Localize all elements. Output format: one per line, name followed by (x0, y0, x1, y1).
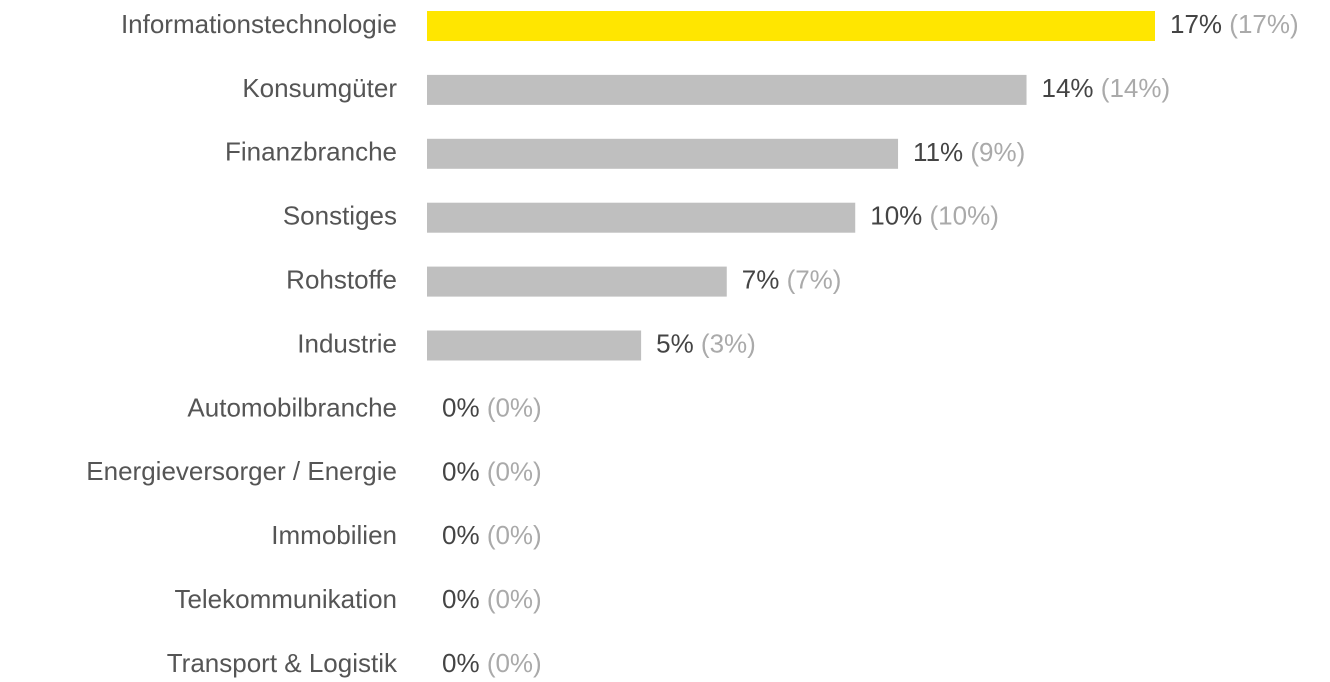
previous-value: (3%) (701, 328, 756, 358)
value-label: 0% (0%) (442, 648, 542, 678)
current-value: 0% (442, 456, 480, 486)
current-value: 10% (870, 201, 922, 231)
bar (427, 266, 727, 297)
current-value: 0% (442, 392, 480, 422)
previous-value: (10%) (930, 201, 999, 231)
category-label: Sonstiges (283, 201, 397, 231)
previous-value: (9%) (970, 137, 1025, 167)
bar (427, 330, 642, 361)
bar (427, 138, 899, 169)
previous-value: (0%) (487, 456, 542, 486)
category-label: Konsumgüter (242, 73, 397, 103)
previous-value: (14%) (1101, 73, 1170, 103)
previous-value: (17%) (1229, 9, 1298, 39)
value-label: 7% (7%) (742, 264, 842, 294)
current-value: 0% (442, 648, 480, 678)
previous-value: (0%) (487, 648, 542, 678)
previous-value: (0%) (487, 520, 542, 550)
value-label: 14% (14%) (1042, 73, 1171, 103)
current-value: 0% (442, 584, 480, 614)
category-label: Transport & Logistik (167, 648, 398, 678)
current-value: 0% (442, 520, 480, 550)
value-label: 10% (10%) (870, 201, 999, 231)
value-label: 11% (9%) (913, 137, 1025, 167)
category-label: Telekommunikation (174, 584, 397, 614)
previous-value: (0%) (487, 392, 542, 422)
current-value: 17% (1170, 9, 1222, 39)
current-value: 5% (656, 328, 694, 358)
category-label: Automobilbranche (187, 392, 397, 422)
previous-value: (7%) (787, 264, 842, 294)
value-label: 0% (0%) (442, 456, 542, 486)
bar (427, 202, 856, 233)
category-label: Informationstechnologie (121, 9, 397, 39)
value-label: 0% (0%) (442, 392, 542, 422)
previous-value: (0%) (487, 584, 542, 614)
bar (427, 74, 1027, 105)
value-label: 0% (0%) (442, 584, 542, 614)
value-label: 0% (0%) (442, 520, 542, 550)
category-label: Rohstoffe (286, 264, 397, 294)
value-label: 5% (3%) (656, 328, 756, 358)
category-label: Energieversorger / Energie (86, 456, 397, 486)
category-label: Finanzbranche (225, 137, 397, 167)
category-label: Industrie (297, 328, 397, 358)
category-label: Immobilien (271, 520, 397, 550)
current-value: 11% (913, 137, 963, 167)
bar (427, 11, 1155, 41)
current-value: 7% (742, 264, 780, 294)
value-label: 17% (17%) (1170, 9, 1299, 39)
current-value: 14% (1042, 73, 1094, 103)
